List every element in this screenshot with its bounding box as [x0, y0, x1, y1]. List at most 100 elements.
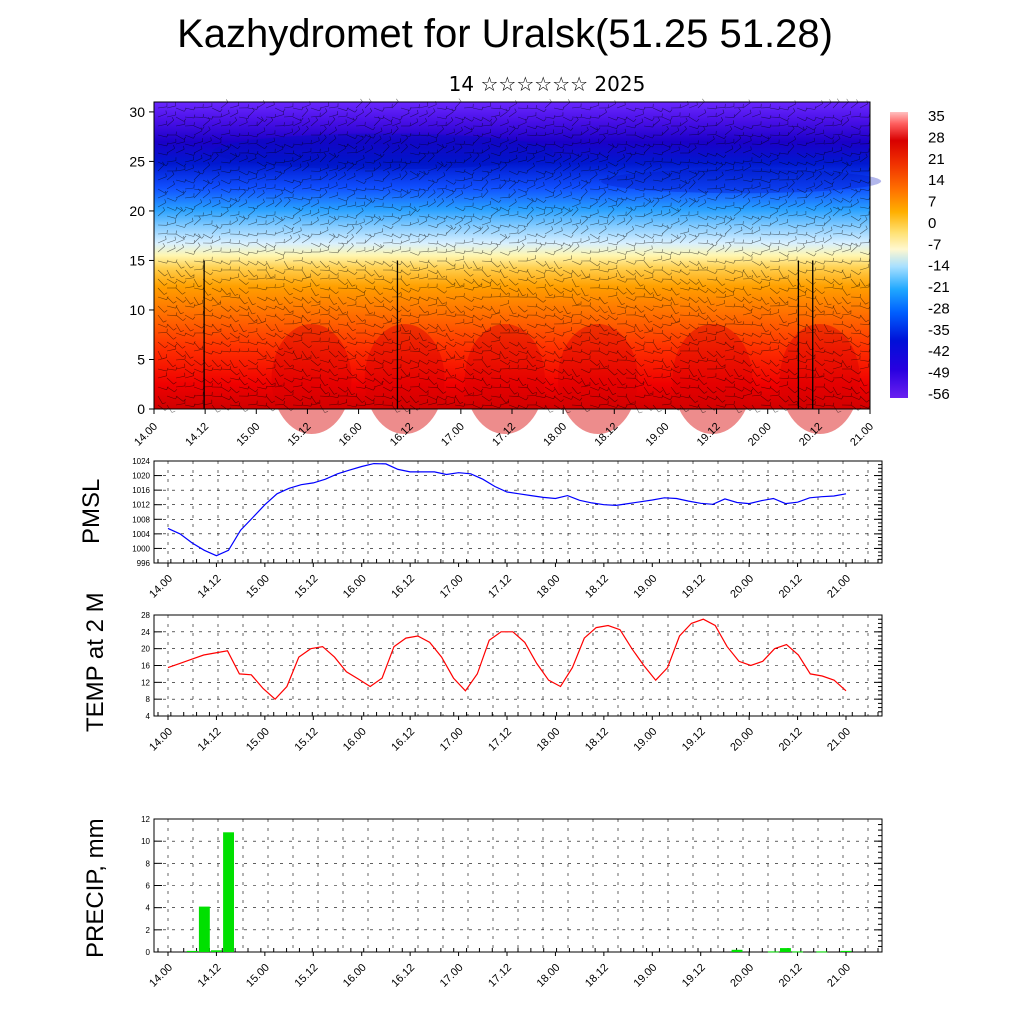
x-tick-label: 17.12: [486, 962, 514, 990]
precip-bar: [223, 832, 234, 952]
x-tick-label: 18.12: [583, 573, 611, 601]
x-tick-label: 20.12: [777, 573, 805, 601]
precip-chart: 0 2 4 6 8 10 12 14.00 14.12 15.00 15.12 16.00 16.12 1…: [141, 815, 883, 990]
precip-bar: [731, 949, 743, 952]
x-tick-label: 20.12: [777, 726, 805, 754]
y-tick-label: 8: [146, 695, 151, 704]
x-tick-label: 16.00: [341, 962, 369, 990]
precip-bar: [792, 951, 803, 953]
x-tick-label: 17.12: [486, 726, 514, 754]
x-tick-label: 14.12: [196, 962, 224, 990]
precip-bar: [816, 951, 828, 953]
colorbar-label: -42: [928, 343, 950, 360]
x-tick-label: 19.00: [631, 962, 659, 990]
colorbar-label: -35: [928, 322, 950, 339]
x-tick-label: 20.00: [728, 573, 756, 601]
y-tick-label: 20: [141, 645, 150, 654]
x-tick-label: 14.00: [147, 962, 175, 990]
page-subtitle: 14 ☆☆☆☆☆☆ 2025: [448, 72, 646, 96]
x-tick-label: 21.00: [848, 421, 876, 449]
temp-axis-label: TEMP at 2 M: [82, 592, 109, 732]
x-tick-label: 18.00: [541, 421, 569, 449]
colorbar-label: 21: [928, 151, 945, 168]
x-tick-label: 14.12: [183, 421, 211, 449]
x-tick-label: 16.12: [389, 962, 417, 990]
warm-patch: [672, 324, 753, 434]
x-tick-label: 14.00: [147, 573, 175, 601]
colorbar-label: 35: [928, 108, 945, 125]
x-tick-label: 21.00: [825, 962, 853, 990]
colorbar-label: -28: [928, 300, 950, 317]
x-tick-label: 15.12: [292, 962, 320, 990]
x-tick-label: 16.12: [389, 573, 417, 601]
x-tick-label: 16.00: [341, 573, 369, 601]
y-tick-label: 4: [146, 904, 151, 913]
x-tick-label: 21.00: [825, 573, 853, 601]
x-tick-label: 14.12: [196, 726, 224, 754]
colorbar-label: 0: [928, 215, 936, 232]
colorbar-label: 7: [928, 194, 936, 211]
colorbar-label: -49: [928, 365, 950, 382]
y-tick-label: 0: [137, 401, 145, 417]
y-tick-label: 4: [146, 712, 151, 721]
x-tick-label: 19.12: [680, 726, 708, 754]
heatmap-field: [154, 102, 870, 409]
warm-patch: [364, 324, 445, 434]
y-tick-label: 996: [137, 559, 151, 568]
x-tick-label: 19.12: [680, 962, 708, 990]
cold-core: [213, 133, 554, 170]
x-tick-label: 16.00: [341, 726, 369, 754]
x-tick-label: 18.00: [535, 962, 563, 990]
x-tick-label: 15.00: [234, 421, 262, 449]
y-tick-label: 6: [146, 882, 151, 891]
colorbar-label: -56: [928, 386, 950, 403]
x-tick-label: 20.00: [728, 962, 756, 990]
precip-bar: [186, 950, 198, 952]
x-tick-label: 15.00: [244, 962, 272, 990]
y-tick-label: 1008: [132, 515, 150, 524]
x-tick-label: 17.00: [438, 573, 466, 601]
y-tick-label: 1000: [132, 544, 150, 553]
x-tick-label: 21.00: [825, 726, 853, 754]
x-tick-label: 17.00: [438, 962, 466, 990]
precip-bar: [780, 948, 791, 952]
x-tick-label: 14.00: [147, 726, 175, 754]
x-tick-label: 19.00: [631, 726, 659, 754]
y-tick-label: 24: [141, 628, 150, 637]
precip-bar: [198, 906, 210, 952]
x-tick-label: 15.12: [292, 573, 320, 601]
x-tick-label: 17.00: [439, 421, 467, 449]
x-tick-label: 18.00: [535, 726, 563, 754]
y-tick-label: 8: [146, 859, 151, 868]
warm-patch: [464, 324, 545, 434]
x-tick-label: 20.12: [777, 962, 805, 990]
y-tick-label: 16: [141, 662, 150, 671]
colorbar-label: -21: [928, 279, 950, 296]
colorbar-label: -14: [928, 258, 950, 275]
pmsl-axis-label: PMSL: [78, 478, 105, 544]
y-tick-label: 1012: [132, 501, 150, 510]
y-tick-label: 5: [137, 351, 145, 367]
x-tick-label: 17.12: [486, 573, 514, 601]
colorbar-label: 28: [928, 129, 945, 146]
y-tick-label: 10: [141, 837, 150, 846]
x-tick-label: 18.12: [583, 962, 611, 990]
y-tick-label: 20: [129, 203, 145, 219]
precip-bar: [840, 950, 852, 952]
colorbar-label: -7: [928, 236, 941, 253]
grid: [154, 460, 882, 564]
y-tick-label: 10: [129, 302, 145, 318]
wind-barbs: [157, 98, 871, 414]
temp-series-line: [167, 618, 847, 701]
precip-axis-label: PRECIP, mm: [82, 818, 109, 958]
grid: [154, 818, 882, 953]
x-tick-label: 14.12: [196, 573, 224, 601]
x-tick-label: 20.00: [728, 726, 756, 754]
x-tick-label: 18.00: [535, 573, 563, 601]
temp-chart: 4 8 12 16 20 24 28 14.00 14.12 15.00 15.12 16.00 16.…: [141, 611, 883, 754]
page-title: Kazhydromet for Uralsk(51.25 51.28): [177, 12, 833, 56]
y-tick-label: 25: [129, 153, 145, 169]
precip-bar: [211, 950, 222, 952]
precip-bar: [767, 951, 779, 953]
